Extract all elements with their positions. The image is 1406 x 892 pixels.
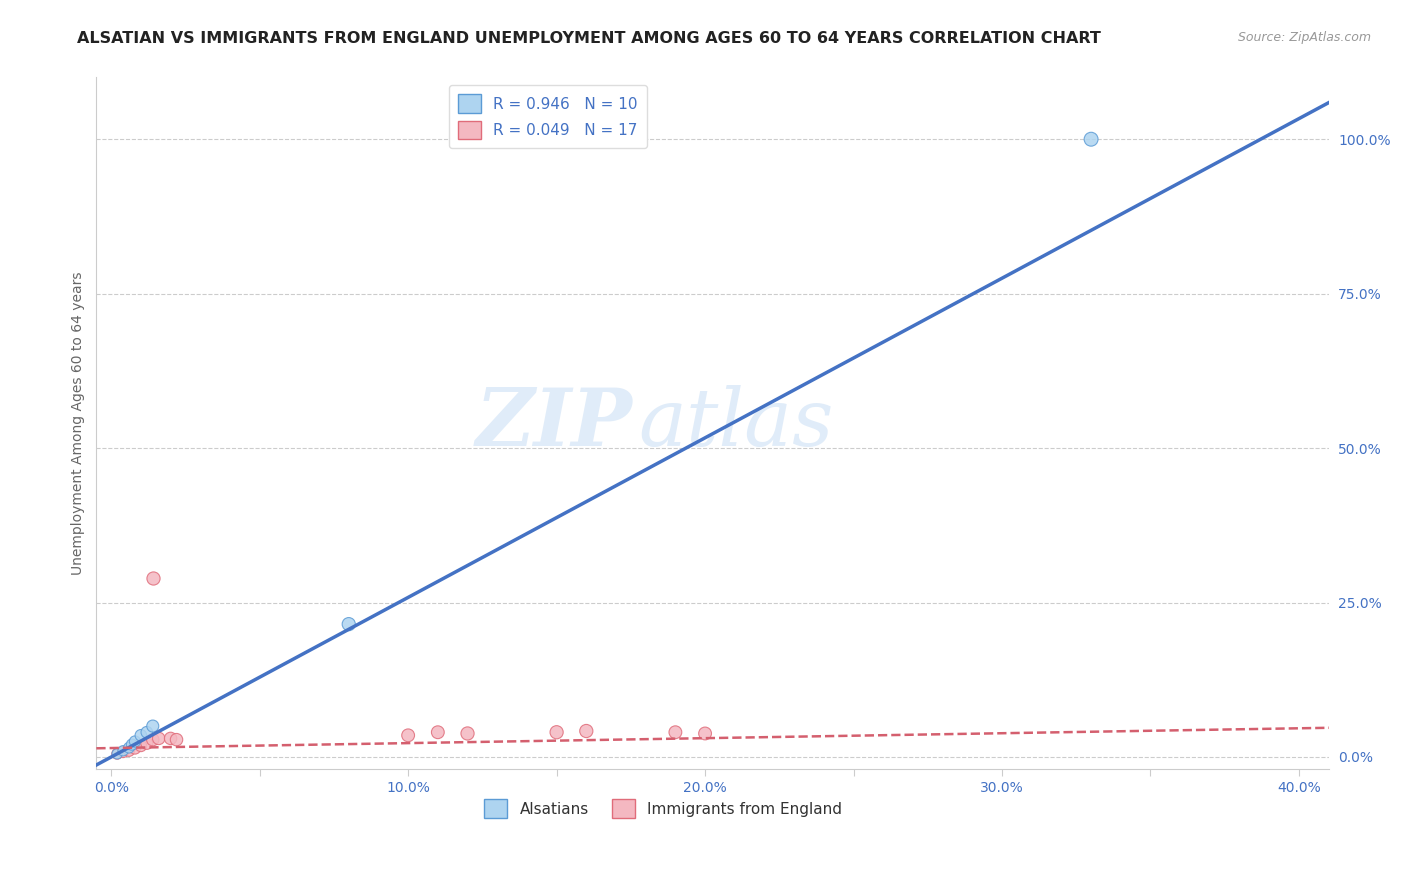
Point [135, 725, 157, 739]
Point [142, 732, 165, 747]
Point [124, 741, 146, 756]
Point [1080, 132, 1102, 146]
Point [159, 731, 181, 746]
Point [396, 728, 419, 742]
Point [337, 617, 360, 632]
Point [124, 734, 146, 748]
Text: atlas: atlas [638, 384, 834, 462]
Point [426, 725, 449, 739]
Point [148, 731, 170, 746]
Point [546, 725, 568, 739]
Point [129, 728, 152, 742]
Y-axis label: Unemployment Among Ages 60 to 64 years: Unemployment Among Ages 60 to 64 years [72, 272, 86, 575]
Point [693, 726, 716, 740]
Point [457, 726, 479, 740]
Point [135, 736, 157, 750]
Point [166, 732, 188, 747]
Point [112, 744, 135, 758]
Point [664, 725, 686, 739]
Point [142, 719, 165, 733]
Text: Source: ZipAtlas.com: Source: ZipAtlas.com [1237, 31, 1371, 45]
Point [575, 724, 598, 739]
Point [105, 747, 128, 761]
Point [121, 738, 143, 752]
Text: ALSATIAN VS IMMIGRANTS FROM ENGLAND UNEMPLOYMENT AMONG AGES 60 TO 64 YEARS CORRE: ALSATIAN VS IMMIGRANTS FROM ENGLAND UNEM… [77, 31, 1101, 46]
Point [129, 739, 152, 753]
Point [118, 740, 141, 755]
Text: ZIP: ZIP [475, 384, 633, 462]
Point [105, 747, 128, 761]
Point [142, 571, 165, 585]
Point [112, 745, 135, 759]
Point [118, 744, 141, 758]
Legend: Alsatians, Immigrants from England: Alsatians, Immigrants from England [478, 793, 848, 824]
